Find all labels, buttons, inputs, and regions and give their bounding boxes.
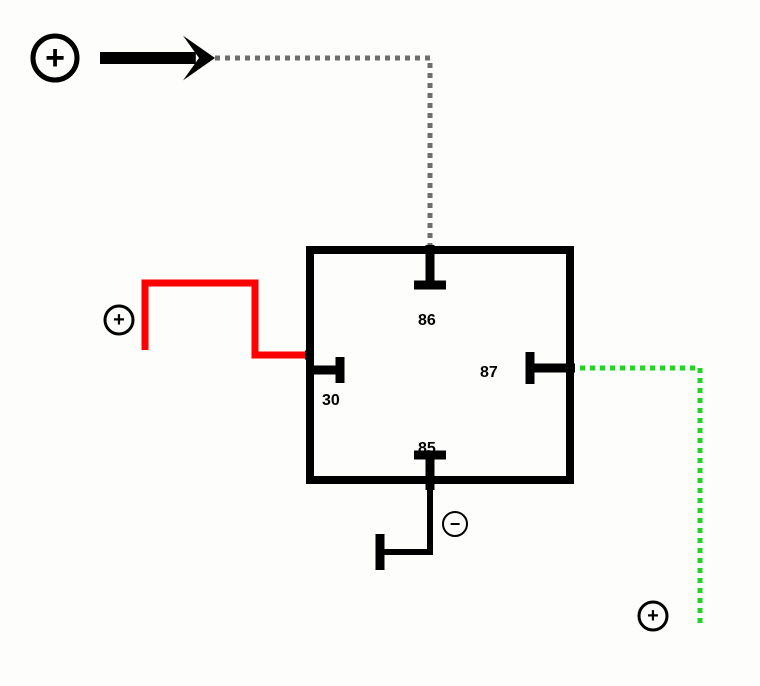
- svg-text:+: +: [45, 39, 65, 77]
- wire-green: [570, 368, 700, 625]
- terminal-87: [530, 352, 570, 384]
- minus-symbol-ground: −: [443, 512, 467, 536]
- plus-symbol-red-wire: +: [105, 306, 133, 334]
- relay-diagram: + + − +: [0, 0, 760, 686]
- pin-label-85: 85: [418, 440, 436, 458]
- wire-ground: [380, 480, 430, 552]
- pin-label-86: 86: [418, 312, 436, 330]
- wire-grey-dashed: [215, 58, 430, 245]
- svg-text:+: +: [647, 605, 659, 627]
- svg-text:+: +: [113, 309, 125, 331]
- plus-symbol-green-wire: +: [639, 602, 667, 630]
- wire-red: [145, 283, 310, 355]
- terminal-30: [310, 357, 340, 383]
- pin-label-30: 30: [322, 392, 340, 410]
- pin-label-87: 87: [480, 364, 498, 382]
- plus-symbol-top-left: +: [33, 36, 77, 80]
- terminal-86: [414, 250, 446, 285]
- svg-text:−: −: [450, 514, 461, 534]
